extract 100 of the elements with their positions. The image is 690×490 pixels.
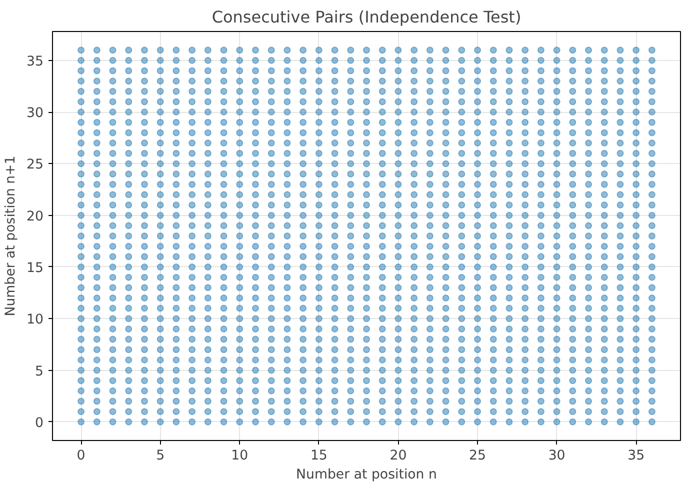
point (616, 160, 624, 168)
point (632, 232, 640, 240)
point (458, 98, 466, 106)
point (474, 98, 482, 106)
point (109, 129, 116, 136)
point (632, 356, 640, 364)
point (442, 263, 450, 270)
point (363, 67, 370, 74)
point (78, 242, 85, 250)
point (426, 108, 434, 116)
point (156, 212, 164, 219)
point (93, 294, 100, 302)
point (363, 242, 370, 250)
point (632, 274, 640, 281)
point (426, 160, 434, 168)
point (458, 150, 466, 157)
point (172, 336, 180, 343)
point (125, 222, 132, 230)
point (616, 170, 624, 178)
point (585, 418, 592, 426)
point (172, 212, 180, 219)
point (537, 170, 544, 178)
point (506, 78, 513, 85)
point (347, 98, 354, 106)
point (600, 67, 608, 74)
point (426, 315, 434, 322)
point (506, 98, 513, 106)
point (315, 140, 322, 147)
point (394, 202, 402, 209)
point (125, 140, 132, 147)
point (93, 108, 100, 116)
point (458, 191, 466, 198)
point (490, 284, 497, 292)
point (93, 418, 100, 426)
point (220, 274, 228, 281)
point (378, 408, 386, 416)
point (236, 108, 244, 116)
point (363, 108, 370, 116)
point (78, 356, 85, 364)
point (553, 212, 560, 219)
point (569, 304, 576, 312)
point (600, 366, 608, 374)
point (522, 377, 529, 384)
point (125, 78, 132, 85)
point (220, 325, 228, 332)
point (569, 284, 576, 292)
point (410, 98, 418, 106)
point (522, 274, 529, 281)
point (315, 377, 322, 384)
point (442, 346, 450, 354)
point (109, 325, 116, 332)
point (109, 377, 116, 384)
point (378, 242, 386, 250)
point (93, 191, 100, 198)
point (78, 170, 85, 178)
point (569, 140, 576, 147)
point (600, 325, 608, 332)
point (410, 346, 418, 354)
point (93, 325, 100, 332)
point (347, 180, 354, 188)
point (490, 263, 497, 270)
point (93, 263, 100, 270)
point (347, 67, 354, 74)
point (585, 377, 592, 384)
point (236, 46, 244, 54)
point (600, 253, 608, 260)
point (378, 315, 386, 322)
point (172, 46, 180, 54)
point (331, 140, 338, 147)
point (236, 170, 244, 178)
point (78, 315, 85, 322)
point (585, 294, 592, 302)
point (537, 253, 544, 260)
point (522, 222, 529, 230)
point (410, 170, 418, 178)
point (553, 284, 560, 292)
point (347, 398, 354, 405)
point (188, 88, 196, 95)
point (648, 212, 656, 219)
point (490, 202, 497, 209)
point (363, 356, 370, 364)
point (236, 150, 244, 157)
point (442, 56, 450, 64)
point (616, 377, 624, 384)
point (188, 253, 196, 260)
point (474, 315, 482, 322)
point (632, 98, 640, 106)
point (378, 118, 386, 126)
point (300, 346, 307, 354)
point (553, 98, 560, 106)
point (394, 108, 402, 116)
point (204, 108, 212, 116)
point (236, 232, 244, 240)
point (140, 46, 148, 54)
point (585, 387, 592, 394)
point (648, 336, 656, 343)
point (648, 304, 656, 312)
point (268, 274, 275, 281)
point (204, 67, 212, 74)
point (537, 294, 544, 302)
